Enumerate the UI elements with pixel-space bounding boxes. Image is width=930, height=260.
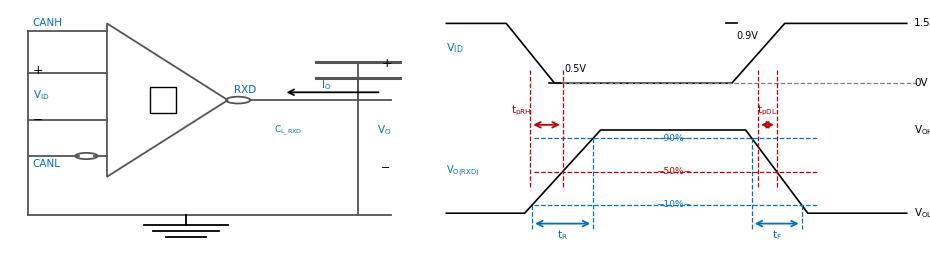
Text: V$_{\mathregular{OL}}$: V$_{\mathregular{OL}}$: [914, 206, 930, 220]
Text: t$_{\mathregular{F}}$: t$_{\mathregular{F}}$: [772, 228, 782, 242]
Text: −50%−: −50%−: [656, 167, 691, 176]
Text: 0.9V: 0.9V: [737, 31, 758, 41]
Text: V$_{\mathregular{O(RXD)}}$: V$_{\mathregular{O(RXD)}}$: [446, 164, 480, 179]
Text: V$_{\mathregular{ID}}$: V$_{\mathregular{ID}}$: [446, 41, 464, 55]
Text: V$_{\mathregular{ID}}$: V$_{\mathregular{ID}}$: [33, 88, 49, 102]
Text: CANH: CANH: [33, 18, 62, 28]
Text: +: +: [33, 64, 43, 77]
Text: t$_{\mathregular{pRH}}$: t$_{\mathregular{pRH}}$: [511, 103, 531, 118]
Text: RXD: RXD: [234, 85, 257, 95]
Text: t$_{\mathregular{pDL}}$: t$_{\mathregular{pDL}}$: [757, 103, 777, 118]
Text: V$_{\mathregular{OH}}$: V$_{\mathregular{OH}}$: [914, 123, 930, 137]
Text: +: +: [381, 57, 392, 70]
Bar: [150, 87, 176, 113]
Text: 0V: 0V: [914, 78, 928, 88]
Text: CANL: CANL: [33, 159, 60, 169]
Text: −10%−: −10%−: [656, 200, 691, 209]
Text: −: −: [381, 163, 391, 173]
Text: t$_{\mathregular{R}}$: t$_{\mathregular{R}}$: [557, 228, 568, 242]
Text: 1.5V: 1.5V: [914, 18, 930, 28]
Text: −: −: [33, 114, 43, 127]
Text: I$_{\mathregular{O}}$: I$_{\mathregular{O}}$: [321, 78, 331, 92]
Text: 0.5V: 0.5V: [564, 64, 586, 74]
Text: −90%−: −90%−: [656, 134, 691, 143]
Text: V$_{\mathregular{O}}$: V$_{\mathregular{O}}$: [377, 124, 392, 138]
Text: C$_{\mathregular{L\_RXD}}$: C$_{\mathregular{L\_RXD}}$: [274, 123, 302, 138]
